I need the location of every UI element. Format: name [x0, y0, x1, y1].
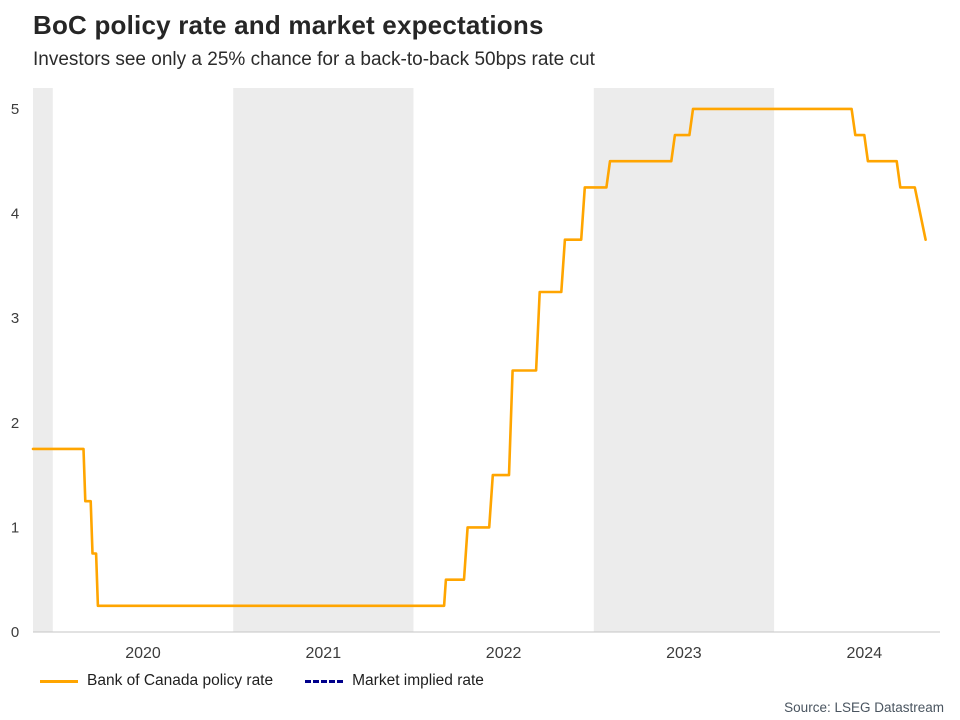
- y-tick-label: 5: [11, 101, 19, 118]
- chart-title: BoC policy rate and market expectations: [33, 10, 544, 40]
- legend-item-policy-rate: Bank of Canada policy rate: [40, 672, 273, 690]
- chart-subtitle: Investors see only a 25% chance for a ba…: [33, 49, 595, 70]
- x-tick-label: 2020: [125, 645, 161, 662]
- market-implied-line-swatch: [305, 679, 344, 683]
- y-tick-label: 3: [11, 310, 19, 327]
- year-band: [593, 88, 775, 632]
- x-tick-label: 2024: [847, 645, 883, 662]
- policy-rate-line: [31, 107, 927, 608]
- x-tick-label: 2023: [666, 645, 702, 662]
- y-tick-label: 0: [11, 624, 19, 641]
- y-tick-label: 4: [11, 206, 19, 223]
- x-tick-label: 2021: [306, 645, 342, 662]
- chart-header: BoC policy rate and market expectations …: [33, 10, 595, 71]
- legend-item-market-implied: Market implied rate: [305, 672, 484, 690]
- year-band: [33, 88, 53, 632]
- legend: Bank of Canada policy rate Market implie…: [40, 672, 484, 690]
- legend-label-market-implied: Market implied rate: [352, 672, 484, 689]
- year-band: [233, 88, 414, 632]
- policy-rate-line-swatch: [40, 679, 78, 683]
- y-tick-label: 1: [11, 519, 19, 536]
- x-tick-label: 2022: [486, 645, 522, 662]
- legend-label-policy-rate: Bank of Canada policy rate: [87, 672, 274, 689]
- y-tick-label: 2: [11, 415, 19, 432]
- source-note: Source: LSEG Datastream: [784, 700, 944, 715]
